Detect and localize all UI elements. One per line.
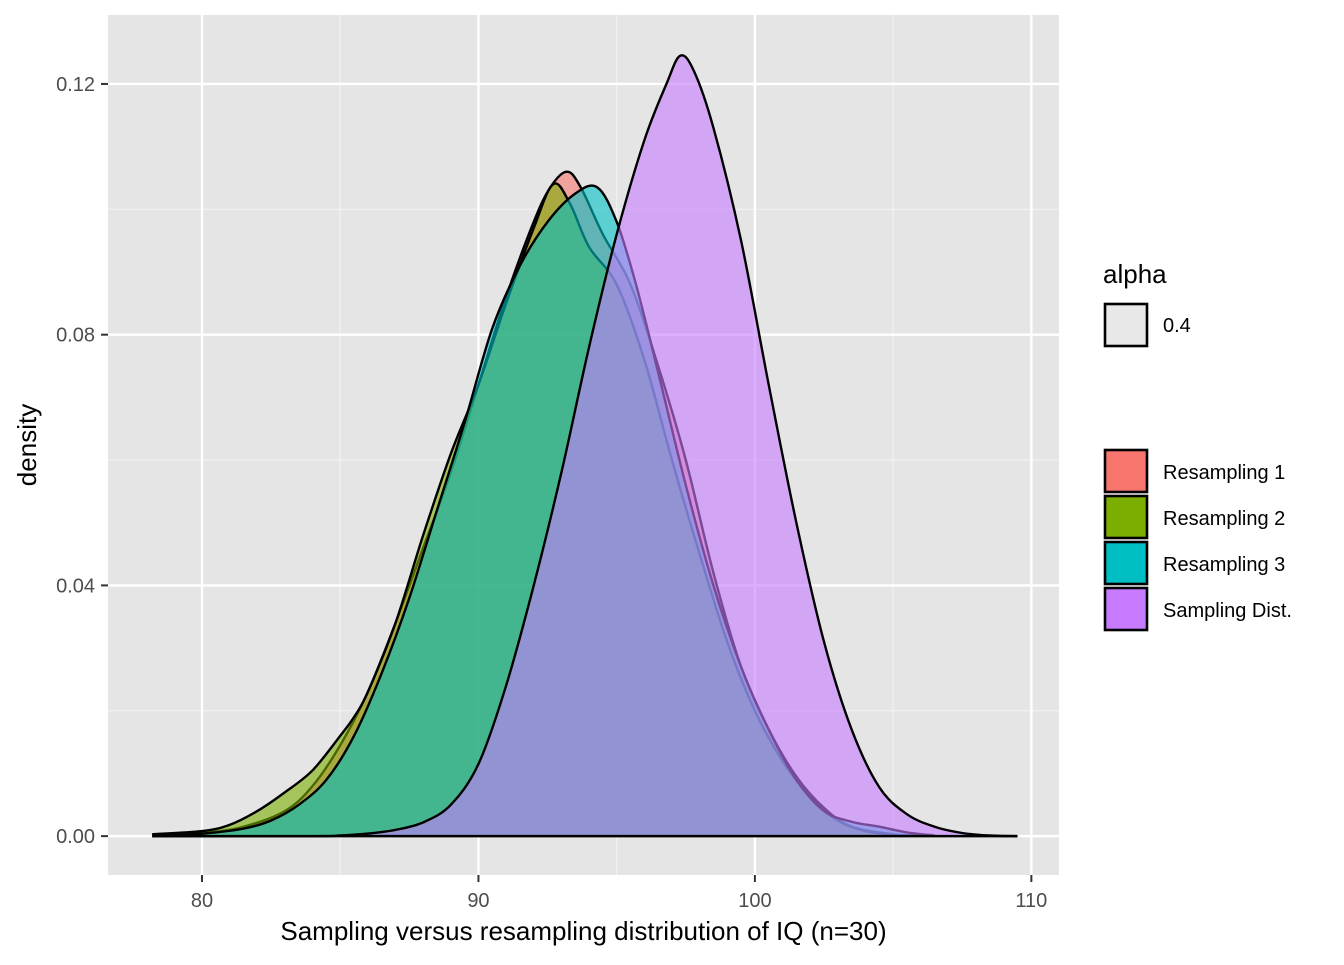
y-axis-ticks: 0.00 0.04 0.08 0.12	[56, 74, 108, 848]
legend-swatch	[1103, 494, 1149, 540]
alpha-legend-key	[1103, 302, 1149, 348]
x-tick-label: 80	[191, 890, 213, 912]
y-tick-label: 0.08	[56, 325, 95, 347]
fill-legend: Resampling 1 Resampling 2 Resampling 3 Samp…	[1103, 448, 1292, 632]
x-axis-title: Sampling versus resampling distribution …	[280, 916, 886, 946]
legend-swatch	[1103, 586, 1149, 632]
legend-label: Sampling Dist.	[1163, 600, 1292, 622]
density-area-sampling-dist	[152, 55, 1018, 837]
legend-swatch	[1103, 448, 1149, 494]
alpha-legend-label: 0.4	[1163, 315, 1191, 337]
legend-swatch	[1103, 540, 1149, 586]
y-axis-title: density	[12, 404, 42, 486]
legend-item-resampling-1: Resampling 1	[1103, 448, 1285, 494]
y-tick-label: 0.12	[56, 74, 95, 96]
y-tick-label: 0.04	[56, 575, 95, 597]
alpha-legend-title: alpha	[1103, 259, 1167, 289]
legend-item-resampling-2: Resampling 2	[1103, 494, 1285, 540]
x-tick-label: 110	[1015, 890, 1047, 912]
x-tick-label: 90	[467, 890, 489, 912]
x-tick-label: 100	[738, 890, 771, 912]
x-axis-ticks: 80 90 100 110	[191, 875, 1047, 912]
legend-label: Resampling 3	[1163, 554, 1285, 576]
legend-item-sampling-dist: Sampling Dist.	[1103, 586, 1292, 632]
alpha-legend: alpha 0.4	[1103, 259, 1191, 348]
y-tick-label: 0.00	[56, 826, 95, 848]
legend-label: Resampling 2	[1163, 508, 1285, 530]
series-sampling-dist	[152, 54, 1018, 838]
legend-label: Resampling 1	[1163, 462, 1285, 484]
density-line-sampling-dist	[152, 54, 1018, 838]
density-series	[152, 54, 1018, 838]
legend-item-resampling-3: Resampling 3	[1103, 540, 1285, 586]
